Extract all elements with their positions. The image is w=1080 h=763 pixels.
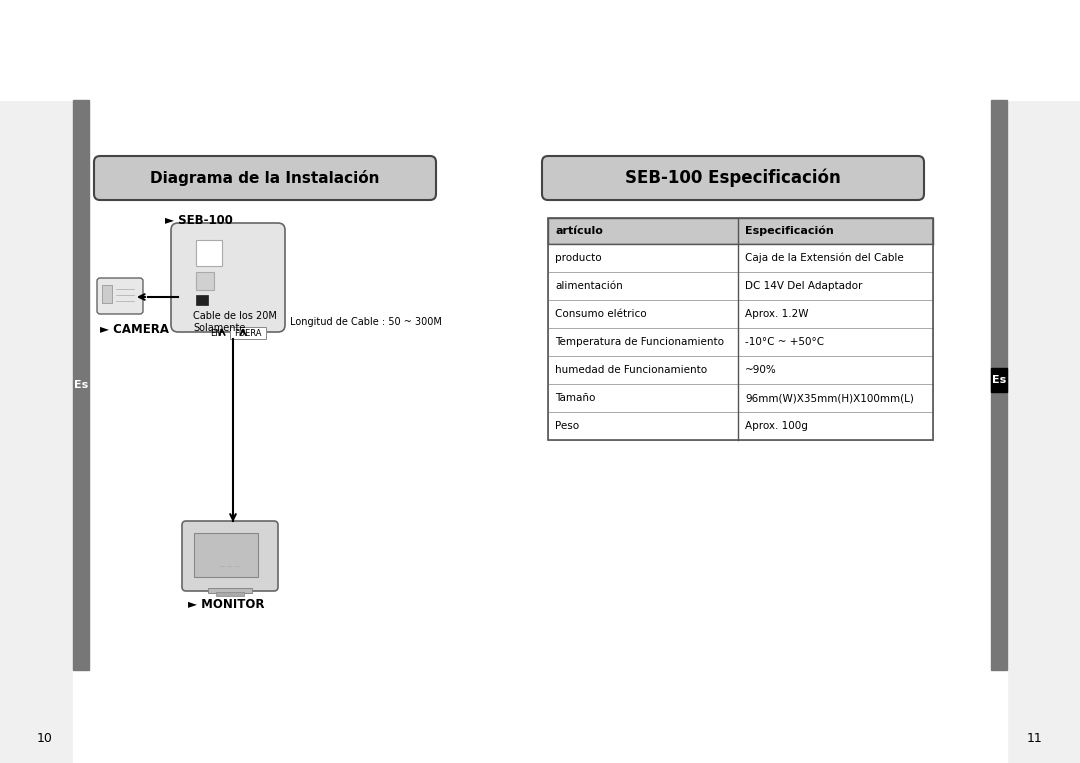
Bar bbox=[548, 300, 933, 328]
Text: humedad de Funcionamiento: humedad de Funcionamiento bbox=[555, 365, 707, 375]
FancyBboxPatch shape bbox=[171, 223, 285, 332]
Text: Aprox. 1.2W: Aprox. 1.2W bbox=[745, 309, 809, 319]
Text: ► CAMERA: ► CAMERA bbox=[100, 323, 168, 336]
Bar bbox=[548, 412, 933, 440]
Bar bbox=[216, 592, 244, 596]
Bar bbox=[991, 100, 1007, 670]
Text: Cable de los 20M
Solamente: Cable de los 20M Solamente bbox=[193, 311, 276, 333]
Bar bbox=[73, 100, 89, 670]
FancyBboxPatch shape bbox=[542, 156, 924, 200]
Bar bbox=[548, 218, 933, 244]
Bar bbox=[195, 240, 222, 266]
Text: — — —: — — — bbox=[220, 565, 240, 569]
FancyBboxPatch shape bbox=[97, 278, 143, 314]
Text: -10°C ~ +50°C: -10°C ~ +50°C bbox=[745, 337, 824, 347]
Bar bbox=[548, 244, 933, 272]
Text: Caja de la Extensión del Cable: Caja de la Extensión del Cable bbox=[745, 253, 904, 263]
Bar bbox=[195, 272, 214, 290]
Text: Temperatura de Funcionamiento: Temperatura de Funcionamiento bbox=[555, 337, 724, 347]
Text: Aprox. 100g: Aprox. 100g bbox=[745, 421, 808, 431]
Bar bbox=[73, 100, 1007, 720]
Bar bbox=[102, 285, 112, 303]
Text: 96mm(W)X35mm(H)X100mm(L): 96mm(W)X35mm(H)X100mm(L) bbox=[745, 393, 914, 403]
Bar bbox=[548, 356, 933, 384]
Bar bbox=[0, 720, 1080, 763]
FancyBboxPatch shape bbox=[183, 521, 278, 591]
Text: Diagrama de la Instalación: Diagrama de la Instalación bbox=[150, 170, 380, 186]
Bar bbox=[230, 327, 266, 339]
Text: 10: 10 bbox=[37, 732, 53, 745]
Text: producto: producto bbox=[555, 253, 602, 263]
Bar bbox=[208, 588, 252, 593]
Bar bbox=[548, 272, 933, 300]
Bar bbox=[548, 328, 933, 356]
Bar bbox=[0, 0, 1080, 100]
Text: Tamaño: Tamaño bbox=[555, 393, 595, 403]
Bar bbox=[1007, 0, 1080, 763]
Bar bbox=[548, 384, 933, 412]
Text: Consumo elétrico: Consumo elétrico bbox=[555, 309, 647, 319]
Text: Peso: Peso bbox=[555, 421, 579, 431]
Text: Especificación: Especificación bbox=[745, 226, 834, 237]
Bar bbox=[548, 218, 933, 440]
FancyBboxPatch shape bbox=[94, 156, 436, 200]
Text: FUERA: FUERA bbox=[234, 329, 261, 337]
Bar bbox=[195, 295, 208, 305]
Text: ~90%: ~90% bbox=[745, 365, 777, 375]
Bar bbox=[0, 0, 73, 763]
Text: artículo: artículo bbox=[555, 226, 603, 236]
Text: EN: EN bbox=[211, 329, 221, 337]
Text: alimentación: alimentación bbox=[555, 281, 623, 291]
Bar bbox=[991, 368, 1007, 392]
Text: Longitud de Cable : 50 ~ 300M: Longitud de Cable : 50 ~ 300M bbox=[291, 317, 442, 327]
Text: ► SEB-100: ► SEB-100 bbox=[165, 214, 233, 227]
Text: DC 14V Del Adaptador: DC 14V Del Adaptador bbox=[745, 281, 862, 291]
Bar bbox=[194, 533, 258, 577]
Text: Es: Es bbox=[991, 375, 1007, 385]
Text: Es: Es bbox=[73, 380, 89, 390]
Bar bbox=[73, 720, 1007, 763]
Text: 11: 11 bbox=[1027, 732, 1043, 745]
Text: ► MONITOR: ► MONITOR bbox=[188, 598, 265, 611]
Text: SEB-100 Especificación: SEB-100 Especificación bbox=[625, 169, 841, 187]
